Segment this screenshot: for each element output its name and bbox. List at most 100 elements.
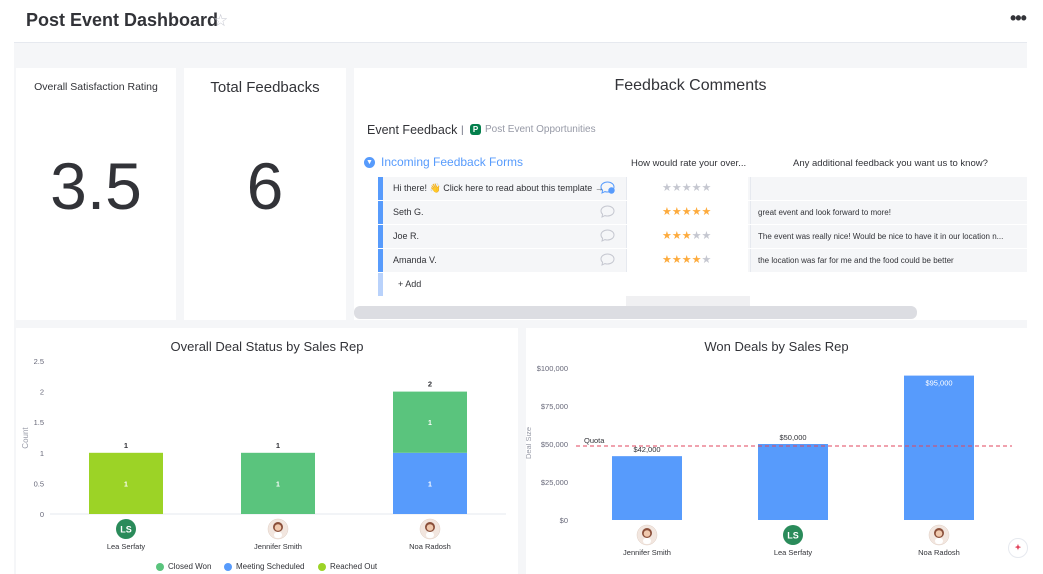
group-name[interactable]: Incoming Feedback Forms: [381, 155, 524, 169]
x-tick-label: Jennifer Smith: [623, 548, 671, 557]
legend-dot-closed-won: [156, 562, 164, 571]
total-feedbacks-title: Total Feedbacks: [210, 79, 320, 96]
star-empty-icon: ★: [691, 182, 702, 194]
avatar-initials: [116, 519, 136, 539]
satisfaction-widget[interactable]: Overall Satisfaction Rating 3.5: [16, 68, 176, 320]
bar-segment: [241, 452, 315, 514]
chevron-down-icon[interactable]: ▼: [364, 157, 375, 168]
x-tick-label: Lea Serfaty: [774, 548, 813, 557]
comment-bubble-icon[interactable]: [600, 205, 615, 218]
summary-cell: [626, 296, 750, 308]
x-tick-label: Noa Radosh: [409, 542, 451, 551]
star-filled-icon: ★: [671, 254, 682, 266]
y-tick-label: $75,000: [541, 402, 568, 411]
table-row[interactable]: Hi there! 👋 Click here to read about thi…: [378, 177, 1027, 200]
feedback-text: The event was really nice! Would be nice…: [758, 232, 1004, 241]
y-tick-label: 2: [40, 388, 44, 397]
bar: [612, 456, 682, 520]
y-axis-label: Count: [21, 427, 30, 449]
feedback-cell[interactable]: The event was really nice! Would be nice…: [750, 225, 1027, 248]
rating-cell[interactable]: ★★★★★: [626, 177, 748, 200]
board-name-link[interactable]: Event Feedback: [367, 123, 458, 137]
star-empty-icon: ★: [701, 230, 712, 242]
star-empty-icon: ★: [671, 182, 682, 194]
bar-segment: [89, 452, 163, 514]
row-color-bar: [378, 177, 383, 200]
column-header-rating[interactable]: How would rate your over...: [631, 158, 747, 169]
legend-label: Reached Out: [330, 562, 378, 571]
avatar-shirt: [935, 538, 943, 544]
bar-data-label: 1: [428, 481, 432, 488]
star-filled-icon: ★: [671, 206, 682, 218]
won-deals-chart-widget: Won Deals by Sales Rep Deal Size $0 $25,00…: [526, 328, 1027, 574]
star-empty-icon: ★: [691, 230, 702, 242]
bar-data-label: 1: [428, 420, 432, 427]
feedback-cell[interactable]: the location was far for me and the food…: [750, 249, 1027, 272]
satisfaction-title: Overall Satisfaction Rating: [34, 81, 158, 93]
workspace-name[interactable]: Post Event Opportunities: [485, 124, 596, 135]
y-tick-label: $100,000: [537, 364, 568, 373]
avatar-initials: [783, 525, 803, 545]
avatar-shirt: [426, 532, 434, 538]
legend-label: Closed Won: [168, 562, 212, 571]
add-row-bar: [378, 273, 383, 296]
row-item-name[interactable]: Seth G.: [393, 207, 424, 217]
star-filled-icon: ★: [662, 230, 672, 242]
x-tick-label: Jennifer Smith: [254, 542, 302, 551]
page-title: Post Event Dashboard: [26, 10, 219, 30]
y-axis-label: Deal Size: [526, 427, 533, 459]
legend-item[interactable]: Closed Won: [156, 562, 211, 571]
column-header-feedback[interactable]: Any additional feedback you want us to k…: [793, 158, 988, 169]
comment-bubble-icon[interactable]: [600, 229, 615, 242]
rating-cell[interactable]: ★★★★★: [626, 249, 748, 272]
feedback-comments-title: Feedback Comments: [614, 77, 767, 94]
star-filled-icon: ★: [681, 254, 692, 266]
bar-data-label: $42,000: [633, 445, 660, 454]
horizontal-scrollbar[interactable]: [354, 306, 917, 319]
bar: [904, 375, 974, 520]
y-tick-label: $50,000: [541, 440, 568, 449]
avatar-face: [426, 524, 434, 531]
star-outline-icon[interactable]: ☆: [213, 11, 229, 30]
bar-total-label: 1: [124, 441, 128, 450]
legend-item[interactable]: Reached Out: [318, 562, 377, 571]
avatar-shirt: [643, 538, 651, 544]
y-tick-label: 1.5: [34, 418, 44, 427]
avatar-face: [935, 530, 943, 537]
y-tick-label: 0.5: [34, 479, 44, 488]
avatar-initials-label: LS: [120, 525, 132, 535]
assistant-icon[interactable]: ✦: [1008, 538, 1028, 558]
legend-dot-meeting-scheduled: [224, 562, 232, 571]
table-row[interactable]: Joe R. ★★★★★ The event was really nice! Wo…: [378, 225, 1027, 248]
star-rating: ★★★★★: [662, 229, 711, 242]
feedback-text: great event and look forward to more!: [758, 208, 891, 217]
bar: [758, 444, 828, 520]
total-feedbacks-widget[interactable]: Total Feedbacks 6: [184, 68, 346, 320]
comment-bubble-icon[interactable]: [600, 253, 615, 266]
feedback-cell[interactable]: great event and look forward to more!: [750, 201, 1027, 224]
row-item-name[interactable]: Joe R.: [393, 231, 420, 241]
row-item-name[interactable]: Amanda V.: [393, 255, 437, 265]
star-rating: ★★★★★: [662, 181, 711, 194]
star-filled-icon: ★: [691, 206, 702, 218]
x-tick-label: Noa Radosh: [918, 548, 960, 557]
feedback-cell[interactable]: [750, 177, 1027, 200]
row-item-name[interactable]: Hi there! 👋 Click here to read about thi…: [393, 183, 604, 193]
add-item-row[interactable]: + Add: [378, 273, 623, 296]
chart-title: Overall Deal Status by Sales Rep: [170, 339, 364, 354]
y-tick-label: $25,000: [541, 478, 568, 487]
rating-cell[interactable]: ★★★★★: [626, 201, 748, 224]
bar-data-label: 1: [276, 481, 280, 488]
info-bubble-icon[interactable]: [600, 181, 615, 194]
add-item-label[interactable]: + Add: [398, 279, 422, 289]
rating-cell[interactable]: ★★★★★: [626, 225, 748, 248]
bar-total-label: 1: [276, 441, 280, 450]
y-tick-label: 1: [40, 449, 44, 458]
star-filled-icon: ★: [671, 230, 682, 242]
star-filled-icon: ★: [681, 206, 692, 218]
legend-item[interactable]: Meeting Scheduled: [224, 562, 305, 571]
bar-data-label: $50,000: [779, 433, 806, 442]
more-dots-icon[interactable]: •••: [1010, 8, 1027, 28]
table-row[interactable]: Seth G. ★★★★★ great event and look forward…: [378, 201, 1027, 224]
table-row[interactable]: Amanda V. ★★★★★ the location was far for m…: [378, 249, 1027, 272]
